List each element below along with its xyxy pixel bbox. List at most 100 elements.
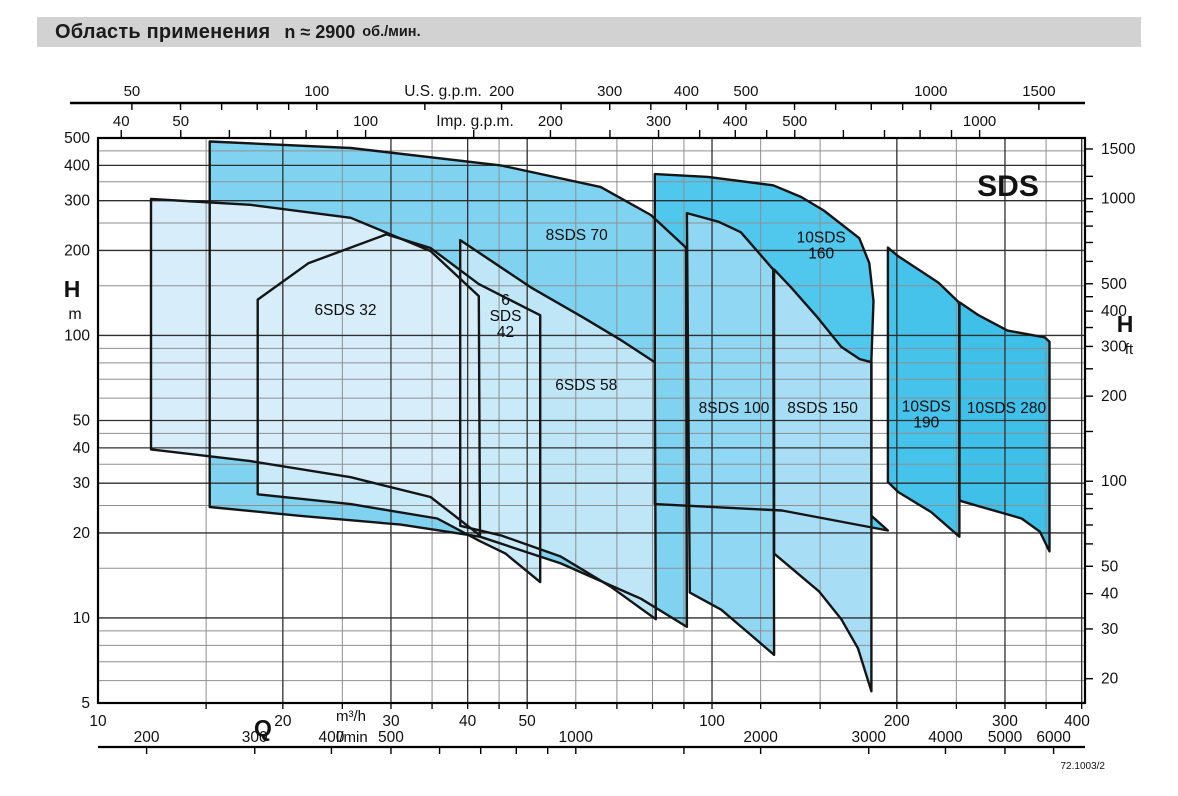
q-lmin-tick-label: 500 <box>378 729 404 746</box>
series-label: SDS <box>977 170 1039 203</box>
region-outline-8sds-70 <box>208 140 689 629</box>
imp-gpm-tick-label: 50 <box>172 113 189 130</box>
q-m3h-tick-label: 400 <box>1064 713 1090 730</box>
us-gpm-axis-title: U.S. g.p.m. <box>404 83 482 100</box>
region-fill-6sds-32 <box>151 199 480 536</box>
h-ft-tick-label: 50 <box>1101 558 1119 575</box>
us-gpm-tick-label: 200 <box>489 83 514 100</box>
region-outline-10sds-280 <box>958 301 1051 553</box>
q-lmin-tick-label: 6000 <box>1036 729 1071 746</box>
q-lmin-tick-label: 4000 <box>928 729 963 746</box>
q-lmin-tick-label: 1000 <box>559 729 594 746</box>
region-outline-8sds-100 <box>685 211 776 657</box>
h-m-tick-label: 300 <box>64 193 90 210</box>
title-bar: Область применения n ≈ 2900 об./мин. <box>37 17 1141 47</box>
q-m3h-tick-label: 20 <box>274 713 292 730</box>
q-m3h-tick-label: 40 <box>459 713 477 730</box>
h-m-tick-label: 10 <box>73 610 91 627</box>
region-label: 6 SDS 42 <box>490 292 522 341</box>
h-ft-tick-label: 1500 <box>1101 141 1136 158</box>
h-m-tick-label: 30 <box>73 475 91 492</box>
region-fill-8sds-150 <box>774 269 872 692</box>
q-lmin-tick-label: 3000 <box>852 729 887 746</box>
speed-unit: об./мин. <box>362 24 421 40</box>
h-m-tick-label: 500 <box>64 130 90 147</box>
region-outlines <box>149 140 1051 693</box>
region-outline-10sds-190 <box>886 246 961 538</box>
us-gpm-tick-label: 1000 <box>914 83 947 100</box>
region-outline-6sds-32 <box>149 197 482 537</box>
q-m3h-tick-label: 200 <box>884 713 910 730</box>
region-label: 8SDS 70 <box>546 227 608 244</box>
h-ft-tick-label: 30 <box>1101 621 1119 638</box>
imp-gpm-axis-title: Imp. g.p.m. <box>436 113 514 130</box>
h-m-tick-label: 5 <box>81 695 90 712</box>
q-axis-unit-m3h: m³/h <box>336 708 366 725</box>
q-m3h-tick-label: 10 <box>89 713 107 730</box>
h-m-tick-label: 100 <box>64 327 90 344</box>
imp-gpm-tick-label: 100 <box>353 113 378 130</box>
h-ft-tick-label: 1000 <box>1101 191 1136 208</box>
h-ft-tick-label: 40 <box>1101 586 1119 603</box>
q-m3h-tick-label: 30 <box>382 713 400 730</box>
h-m-tick-label: 20 <box>73 525 91 542</box>
h-ft-axis-unit: ft <box>1125 341 1134 358</box>
h-m-tick-label: 200 <box>64 242 90 259</box>
region-outline-6sds-58 <box>459 238 657 621</box>
region-labels: 6SDS 32 6 SDS 42 6SDS 58 8SDS 70 8SDS 100 8SDS … <box>314 227 1046 432</box>
h-ft-tick-label: 300 <box>1101 338 1127 355</box>
q-m3h-tick-label: 50 <box>519 713 537 730</box>
imp-gpm-tick-label: 1000 <box>963 113 996 130</box>
h-m-tick-label: 50 <box>73 413 91 430</box>
imp-gpm-tick-label: 300 <box>646 113 671 130</box>
h-m-tick-label: 40 <box>73 440 91 457</box>
h-m-tick-label: 400 <box>64 157 90 174</box>
h-m-axis-unit: m <box>68 306 81 323</box>
h-ft-tick-label: 200 <box>1101 388 1127 405</box>
region-label: 8SDS 100 <box>699 400 770 417</box>
plot-frame <box>96 136 1087 705</box>
q-lmin-tick-label: 2000 <box>743 729 778 746</box>
us-gpm-tick-label: 300 <box>597 83 622 100</box>
us-gpm-tick-label: 500 <box>733 83 758 100</box>
region-label: 10SDS 190 <box>902 399 951 432</box>
h-ft-axis-title: H <box>1117 311 1134 337</box>
h-ft-tick-label: 500 <box>1101 276 1127 293</box>
q-m3h-tick-label: 100 <box>699 713 725 730</box>
q-lmin-tick-label: 400 <box>319 729 345 746</box>
imp-gpm-tick-label: 500 <box>782 113 807 130</box>
imp-gpm-tick-label: 400 <box>723 113 748 130</box>
h-ft-tick-label: 20 <box>1101 671 1119 688</box>
region-label: 8SDS 150 <box>787 400 858 417</box>
doc-ref: 72.1003/2 <box>1061 761 1106 772</box>
q-lmin-tick-label: 200 <box>134 729 160 746</box>
region-label: 6SDS 32 <box>314 302 376 319</box>
h-ft-tick-label: 400 <box>1101 303 1127 320</box>
axes <box>70 101 1093 754</box>
q-lmin-tick-label: 300 <box>242 729 268 746</box>
region-outline-10sds-160 <box>653 172 890 532</box>
gridlines <box>98 137 1085 704</box>
region-label: 6SDS 58 <box>555 377 617 394</box>
region-outline-6sds-42 <box>256 233 542 584</box>
region-outline-8sds-150 <box>772 268 873 693</box>
q-lmin-tick-label: 5000 <box>988 729 1023 746</box>
us-gpm-tick-label: 400 <box>674 83 699 100</box>
q-m3h-tick-label: 300 <box>992 713 1018 730</box>
region-label: 10SDS 280 <box>967 400 1047 417</box>
q-axis-title: Q <box>254 715 272 741</box>
h-m-axis-title: H <box>64 276 81 302</box>
region-fill-8sds-100 <box>686 213 775 655</box>
q-axis-unit-lmin: l/min <box>336 729 368 746</box>
us-gpm-tick-label: 100 <box>304 83 329 100</box>
speed-value: n ≈ 2900 <box>284 21 356 42</box>
imp-gpm-tick-label: 40 <box>113 113 130 130</box>
h-ft-tick-label: 100 <box>1101 473 1127 490</box>
us-gpm-tick-label: 1500 <box>1022 83 1055 100</box>
us-gpm-tick-label: 50 <box>124 83 141 100</box>
region-label: 10SDS 160 <box>797 230 846 263</box>
page-title: Область применения <box>55 20 271 43</box>
imp-gpm-tick-label: 200 <box>538 113 563 130</box>
